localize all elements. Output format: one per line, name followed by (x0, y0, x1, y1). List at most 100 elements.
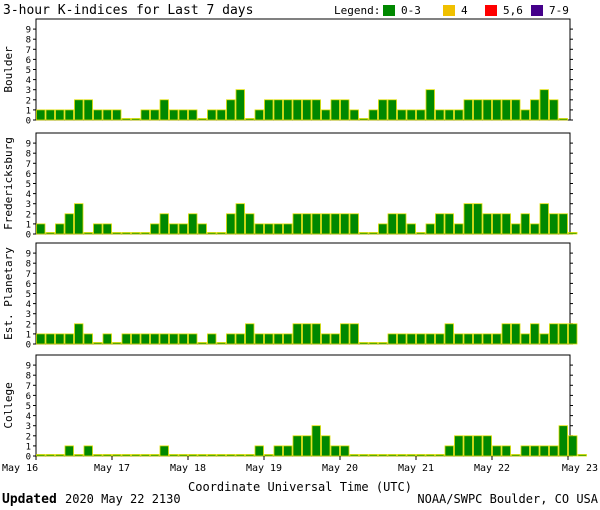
k-index-bar (378, 223, 388, 235)
k-index-bar (292, 323, 302, 345)
legend-label-2: 5,6 (503, 4, 523, 17)
y-tick-label: 2 (26, 96, 31, 106)
k-index-bar (425, 333, 435, 345)
y-tick-label: 0 (26, 341, 31, 351)
k-index-bar (444, 109, 454, 121)
k-index-bar (245, 118, 255, 121)
y-tick-label: 9 (26, 26, 31, 36)
k-index-bar (74, 323, 84, 345)
k-index-bar (549, 323, 559, 345)
k-index-bar (273, 333, 283, 345)
k-index-bar (454, 333, 464, 345)
k-index-bar (83, 232, 93, 235)
k-index-bar (539, 445, 549, 457)
k-index-bar (530, 323, 540, 345)
k-index-bar (425, 223, 435, 235)
k-index-bar (549, 445, 559, 457)
k-index-bar (254, 109, 264, 121)
x-tick-label: May 21 (398, 463, 434, 474)
updated-label: Updated (2, 492, 57, 507)
k-index-bar (254, 223, 264, 235)
k-index-bar (311, 99, 321, 121)
k-index-bar (55, 223, 65, 235)
k-index-bar (568, 232, 578, 235)
x-tick-label: May 23 (562, 463, 598, 474)
k-index-bar (349, 454, 359, 457)
k-index-bar (254, 333, 264, 345)
k-index-bar (74, 454, 84, 457)
k-index-bar (159, 99, 169, 121)
k-index-bar (463, 435, 473, 457)
k-index-bar (454, 223, 464, 235)
y-tick-label: 3 (26, 200, 31, 210)
x-tick-label: May 17 (94, 463, 130, 474)
k-index-bar (568, 435, 578, 457)
k-index-bar (520, 333, 530, 345)
k-index-bar (121, 454, 131, 457)
x-tick-label: May 19 (246, 463, 282, 474)
k-index-bar (501, 213, 511, 235)
y-tick-label: 5 (26, 290, 31, 300)
k-index-bar (330, 99, 340, 121)
k-index-bar (83, 99, 93, 121)
k-index-bar (368, 454, 378, 457)
k-index-bar (169, 333, 179, 345)
source-credit: NOAA/SWPC Boulder, CO USA (417, 492, 598, 506)
k-index-bar (93, 454, 103, 457)
k-index-bar (150, 454, 160, 457)
k-index-bar (93, 223, 103, 235)
k-index-bar (387, 454, 397, 457)
k-index-bar (302, 99, 312, 121)
k-index-bar (482, 213, 492, 235)
k-index-bar (406, 333, 416, 345)
station-label: College (2, 382, 15, 428)
y-tick-label: 0 (26, 231, 31, 241)
updated-value: 2020 May 22 2130 (65, 492, 181, 506)
k-index-bar (283, 333, 293, 345)
k-index-bar (150, 109, 160, 121)
y-tick-label: 5 (26, 402, 31, 412)
k-index-bar (435, 333, 445, 345)
k-index-bar (235, 454, 245, 457)
k-index-bar (530, 99, 540, 121)
k-index-bar (349, 323, 359, 345)
k-index-bar (511, 323, 521, 345)
k-index-bar (245, 213, 255, 235)
k-index-bar (254, 445, 264, 457)
k-index-bar (454, 109, 464, 121)
k-index-bar (406, 223, 416, 235)
k-index-bar (121, 118, 131, 121)
k-index-bar (83, 445, 93, 457)
k-index-bar (330, 333, 340, 345)
legend-label-3: 7-9 (549, 4, 569, 17)
k-index-bar (435, 109, 445, 121)
k-index-bar (387, 213, 397, 235)
k-index-bar (45, 109, 55, 121)
k-index-bar (568, 323, 578, 345)
k-index-bar (511, 223, 521, 235)
k-index-bar (302, 213, 312, 235)
k-index-bar (273, 223, 283, 235)
k-index-bar (511, 99, 521, 121)
legend-label-0: 0-3 (401, 4, 421, 17)
k-index-bar (235, 333, 245, 345)
k-index-bar (501, 323, 511, 345)
y-tick-label: 1 (26, 442, 31, 452)
k-index-bar (121, 232, 131, 235)
k-index-bar (216, 454, 226, 457)
k-index-bar (340, 99, 350, 121)
k-index-bar (558, 425, 568, 457)
k-index-bar (273, 99, 283, 121)
k-index-bar (302, 435, 312, 457)
legend-swatch-3 (531, 5, 543, 16)
k-index-bar (577, 454, 587, 457)
k-index-bar (359, 454, 369, 457)
y-tick-label: 6 (26, 280, 31, 290)
y-tick-label: 8 (26, 260, 31, 270)
k-index-bar (264, 333, 274, 345)
k-index-bar (340, 445, 350, 457)
k-index-bar (549, 99, 559, 121)
k-index-bar (406, 109, 416, 121)
